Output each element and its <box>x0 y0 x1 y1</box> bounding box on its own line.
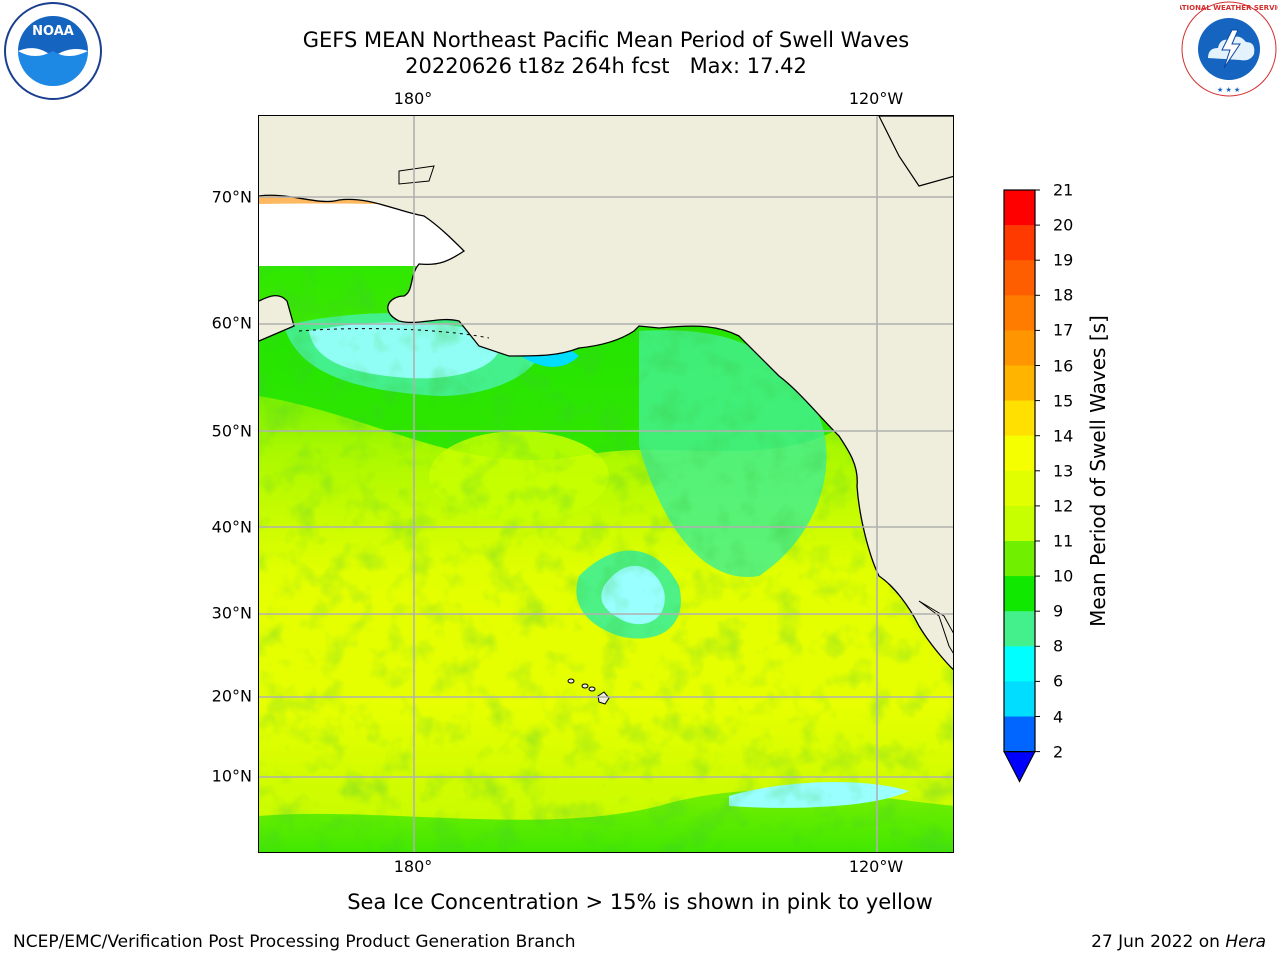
lat-label-30n: 30°N <box>211 603 252 623</box>
colorbar-tick-label: 8 <box>1053 636 1064 656</box>
colorbar-tick-label: 12 <box>1053 496 1074 516</box>
map-panel <box>258 115 954 853</box>
colorbar-box <box>1004 611 1035 647</box>
colorbar-tick-label: 18 <box>1053 285 1074 305</box>
colorbar-box <box>1004 365 1035 402</box>
lat-label-10n: 10°N <box>211 766 252 786</box>
noaa-logo: NOAA <box>4 2 102 100</box>
lat-label-70n: 70°N <box>211 187 252 207</box>
lat-label-40n: 40°N <box>211 517 252 537</box>
lon-label-top-120w: 120°W <box>848 89 904 108</box>
colorbar-tick-label: 11 <box>1053 531 1074 551</box>
colorbar-box <box>1004 295 1035 331</box>
colorbar-tick-label: 21 <box>1053 180 1074 200</box>
colorbar-tick-label: 6 <box>1053 671 1064 691</box>
baja-california <box>918 600 953 654</box>
colorbar-tick-label: 15 <box>1053 391 1074 411</box>
colorbar-box <box>1004 470 1035 507</box>
noaa-logo-text: NOAA <box>32 24 74 39</box>
graticule <box>259 116 953 852</box>
nws-logo: NATIONAL WEATHER SERVICE ★ ★ ★ <box>1180 1 1278 97</box>
colorbar-label: Mean Period of Swell Waves [s] <box>1086 315 1110 627</box>
land-north-america <box>259 116 953 670</box>
wrangel-island <box>398 165 435 185</box>
lon-label-bottom-180: 180° <box>393 857 433 876</box>
colorbar-tick-label: 20 <box>1053 215 1074 235</box>
colorbar <box>1003 189 1040 783</box>
colorbar-box <box>1004 576 1035 612</box>
colorbar-box <box>1004 190 1035 226</box>
machine-name: Hera <box>1225 932 1266 952</box>
lat-label-50n: 50°N <box>211 421 252 441</box>
colorbar-box <box>1004 225 1035 261</box>
colorbar-box <box>1004 541 1035 577</box>
colorbar-tick-label: 4 <box>1053 707 1064 726</box>
colorbar-tick-label: 14 <box>1053 426 1074 446</box>
colorbar-box <box>1004 681 1035 717</box>
nws-logo-text: NATIONAL WEATHER SERVICE <box>1180 4 1278 12</box>
hawaiian-islands <box>567 678 610 705</box>
colorbar-box <box>1004 330 1035 366</box>
colorbar-tick-label: 19 <box>1053 250 1074 270</box>
colorbar-tick-label: 10 <box>1053 566 1074 586</box>
coastline-kamchatka <box>259 295 295 342</box>
lon-label-bottom-120w: 120°W <box>848 857 904 876</box>
credit-line: NCEP/EMC/Verification Post Processing Pr… <box>13 932 576 952</box>
colorbar-box <box>1004 646 1035 682</box>
coastline <box>259 194 953 671</box>
swell-period-map <box>259 116 953 852</box>
land-arctic-islands <box>878 116 953 187</box>
colorbar-tick-label: 16 <box>1053 356 1074 375</box>
run-date-text: 27 Jun 2022 on <box>1091 932 1226 952</box>
colorbar-tick-label: 13 <box>1053 461 1074 481</box>
colorbar-tick-label: 9 <box>1053 601 1064 621</box>
colorbar-tick-label: 17 <box>1053 320 1074 340</box>
svg-text:★ ★ ★: ★ ★ ★ <box>1217 86 1240 94</box>
colorbar-box <box>1004 505 1035 542</box>
lat-label-60n: 60°N <box>211 313 252 333</box>
chart-subtitle: 20220626 t18z 264h fcst Max: 17.42 <box>405 54 807 78</box>
colorbar-box <box>1004 716 1035 753</box>
lat-label-20n: 20°N <box>211 686 252 706</box>
lon-label-top-180: 180° <box>393 89 433 108</box>
colorbar-box <box>1004 260 1035 296</box>
colorbar-tick-label: 2 <box>1053 742 1064 762</box>
colorbar-extend-triangle <box>1003 751 1036 783</box>
colorbar-box <box>1004 400 1035 437</box>
colorbar-box <box>1004 435 1035 472</box>
run-date: 27 Jun 2022 on Hera <box>1091 932 1266 952</box>
chart-title: GEFS MEAN Northeast Pacific Mean Period … <box>302 28 910 52</box>
aleutian-islands <box>298 328 490 339</box>
sea-ice-note: Sea Ice Concentration > 15% is shown in … <box>347 890 933 914</box>
